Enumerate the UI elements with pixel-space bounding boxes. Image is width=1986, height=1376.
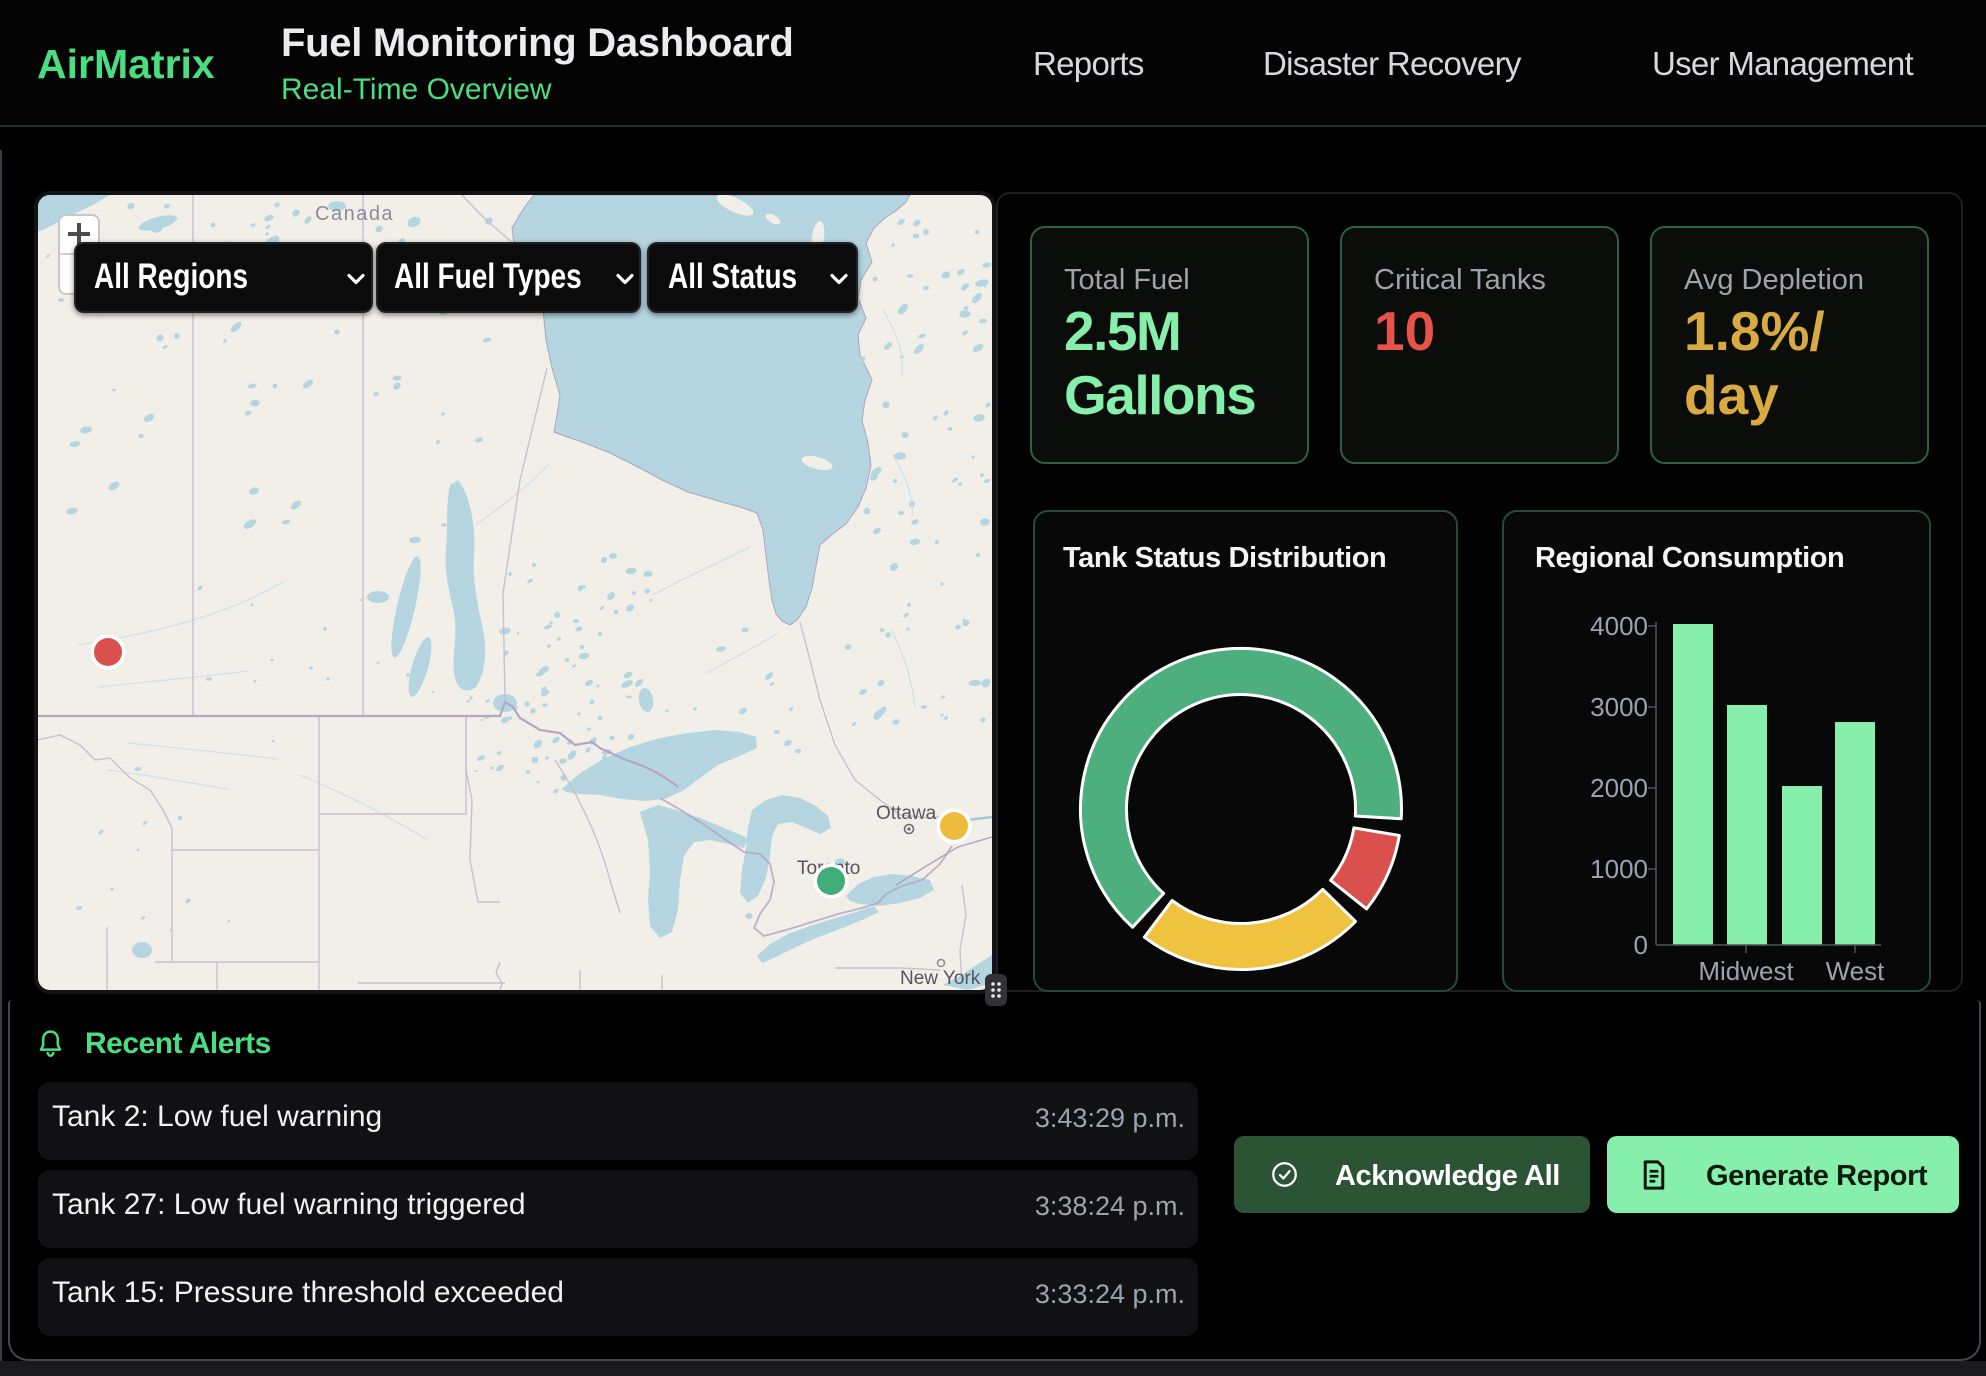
svg-text:1000: 1000 bbox=[1590, 854, 1648, 884]
svg-text:3000: 3000 bbox=[1590, 692, 1648, 722]
svg-text:Canada: Canada bbox=[315, 203, 394, 225]
svg-text:2000: 2000 bbox=[1590, 773, 1648, 803]
svg-text:New York: New York bbox=[900, 968, 981, 989]
svg-text:0: 0 bbox=[1634, 930, 1648, 960]
svg-text:Midwest: Midwest bbox=[1698, 956, 1794, 986]
svg-text:4000: 4000 bbox=[1590, 611, 1648, 641]
svg-text:West: West bbox=[1826, 956, 1886, 986]
svg-text:Ottawa: Ottawa bbox=[876, 803, 937, 824]
